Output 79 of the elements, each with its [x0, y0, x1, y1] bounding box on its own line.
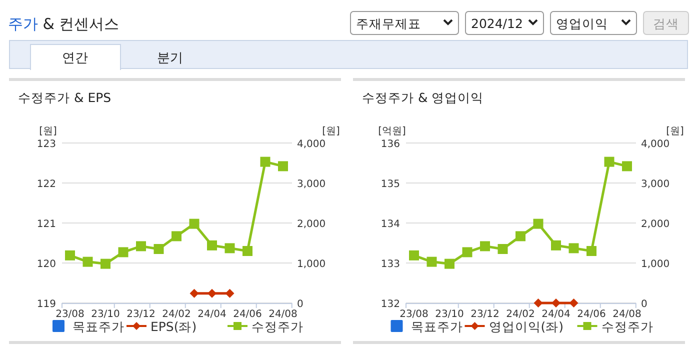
x-tick-label: 23/10	[91, 309, 120, 320]
text: 영업이익	[556, 16, 608, 31]
point	[498, 244, 508, 254]
y-tick-label: 136	[380, 139, 400, 150]
chart-title: 수정주가 & 영업이익	[362, 90, 484, 105]
point	[260, 156, 270, 167]
point	[136, 241, 146, 252]
point	[278, 161, 288, 172]
text: 주재무제표	[356, 16, 421, 31]
text: 검색	[653, 16, 679, 31]
x-tick-label: 24/08	[612, 309, 642, 320]
x-tick-label: 23/08	[400, 309, 428, 320]
y-axis-title: [원]	[39, 126, 57, 137]
y-tick-label: 134	[380, 219, 400, 230]
x-tick-label: 24/02	[162, 309, 191, 320]
point	[224, 243, 235, 254]
legend-label: 목표주가	[72, 319, 124, 334]
point	[604, 156, 614, 167]
y2-tick-label: 4,000	[641, 139, 670, 150]
y2-tick-label: 4,000	[297, 139, 326, 150]
legend-label: 수정주가	[601, 319, 654, 334]
y-tick-label: 132	[380, 299, 400, 310]
point	[551, 240, 561, 250]
legend-label: 수정주가	[252, 319, 304, 334]
point	[82, 256, 93, 267]
x-tick-label: 24/04	[198, 309, 226, 320]
y2-tick-label: 0	[297, 299, 304, 310]
y2-tick-label: 1,000	[641, 259, 670, 270]
text: 주가 & 컨센서스	[8, 15, 120, 33]
point	[189, 218, 200, 229]
x-tick-label: 24/08	[268, 309, 298, 320]
point	[444, 258, 454, 269]
x-tick-label: 24/02	[506, 309, 535, 320]
point	[207, 240, 217, 250]
x-tick-label: 24/06	[233, 309, 262, 320]
y-tick-label: 123	[36, 139, 56, 150]
point	[154, 244, 164, 254]
y2-tick-label: 3,000	[297, 179, 326, 190]
y2-axis-title: [원]	[322, 126, 340, 137]
point	[462, 247, 472, 258]
x-tick-label: 24/06	[577, 309, 606, 320]
y2-axis-title: [원]	[666, 126, 684, 137]
text: 연간	[62, 51, 88, 66]
x-tick-label: 23/10	[435, 309, 464, 320]
y-axis-title: [억원]	[378, 126, 406, 137]
y-tick-label: 120	[36, 259, 56, 270]
point	[426, 256, 437, 267]
y-tick-label: 121	[36, 219, 56, 230]
point	[533, 218, 544, 229]
x-tick-label: 23/12	[126, 309, 156, 320]
legend-label: 목표주가	[410, 319, 463, 334]
text: 2024/12	[471, 16, 523, 31]
legend-label: EPS(좌)	[150, 319, 197, 334]
point	[100, 258, 110, 269]
text: 분기	[157, 51, 183, 66]
y2-tick-label: 1,000	[297, 259, 326, 270]
point	[409, 250, 419, 260]
chart-title: 수정주가 & EPS	[18, 90, 112, 105]
point	[586, 246, 596, 256]
point	[516, 231, 526, 242]
x-tick-label: 23/08	[56, 309, 84, 320]
y2-tick-label: 2,000	[297, 219, 326, 230]
point	[480, 241, 490, 252]
y-tick-label: 133	[380, 259, 400, 270]
point	[65, 250, 75, 260]
x-tick-label: 23/12	[470, 309, 500, 320]
point	[242, 246, 252, 256]
y-tick-label: 122	[36, 179, 56, 190]
legend-label: 영업이익(좌)	[488, 319, 564, 334]
y2-tick-label: 3,000	[641, 179, 670, 190]
point	[622, 161, 632, 172]
y2-tick-label: 0	[641, 299, 648, 310]
x-tick-label: 24/04	[542, 309, 570, 320]
y-tick-label: 119	[36, 299, 56, 310]
point	[568, 243, 579, 254]
point	[118, 247, 128, 258]
y2-tick-label: 2,000	[641, 219, 670, 230]
y-tick-label: 135	[380, 179, 400, 190]
point	[172, 231, 182, 242]
